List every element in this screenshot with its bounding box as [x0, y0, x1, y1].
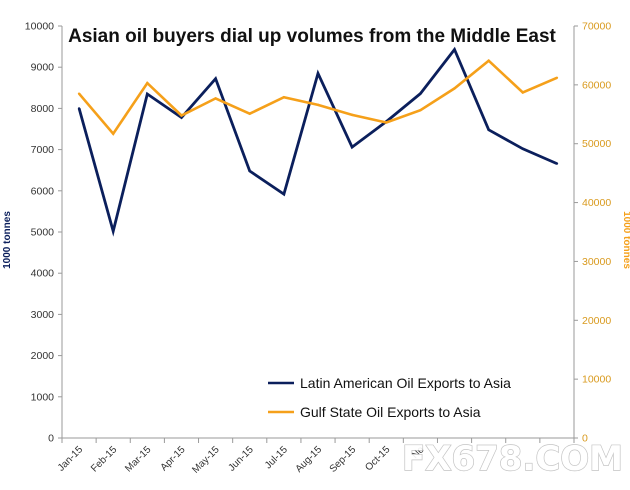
latin-american-point	[453, 48, 456, 51]
latin-american-point	[214, 77, 217, 80]
left-tick-label: 4000	[31, 268, 55, 280]
left-tick-label: 9000	[31, 62, 55, 74]
right-axis-title: 1000 tonnes	[621, 211, 630, 269]
gulf-state-point	[419, 108, 422, 112]
latin-american-point	[282, 192, 286, 196]
left-tick-label: 6000	[31, 185, 55, 197]
latin-american-point	[521, 147, 524, 150]
gulf-state-point	[521, 91, 524, 94]
watermark: FX678.COM	[401, 438, 623, 479]
left-tick-label: 7000	[31, 144, 55, 156]
left-tick-label: 10000	[25, 21, 54, 33]
left-axis-title: 1000 tonnes	[2, 211, 13, 269]
left-tick-label: 8000	[31, 103, 55, 115]
gulf-state-point	[385, 121, 388, 124]
latin-american-point	[180, 116, 183, 119]
chart-title: Asian oil buyers dial up volumes from th…	[68, 26, 556, 47]
right-tick-label: 50000	[582, 138, 611, 150]
gulf-state-point	[282, 96, 286, 99]
gulf-state-point	[214, 97, 217, 100]
right-y-axis: 0 10000 20000 30000 40000 50000 60000 70000	[573, 21, 611, 445]
series-layer	[77, 46, 559, 237]
left-tick-label: 2000	[31, 350, 55, 362]
latin-american-point	[419, 92, 422, 95]
left-tick-label: 3000	[31, 309, 55, 321]
left-tick-label: 0	[48, 433, 54, 445]
left-tick-label: 5000	[31, 227, 55, 239]
gulf-state-point	[77, 92, 81, 95]
gulf-state-point	[112, 132, 115, 135]
latin-american-point	[555, 162, 559, 165]
legend-label-latin-american: Latin American Oil Exports to Asia	[300, 375, 511, 391]
watermark-text: FX678.COM	[402, 439, 623, 479]
gulf-state-point	[350, 113, 354, 117]
left-y-axis: 0 1000 2000 3000 4000 5000 6000 7000 8000 9000 100…	[25, 21, 63, 445]
gulf-state-point	[248, 112, 251, 115]
latin-american-point	[77, 107, 81, 110]
latin-american-point	[248, 169, 251, 173]
legend: Latin American Oil Exports to Asia Gulf …	[268, 375, 511, 420]
left-tick-label: 1000	[31, 391, 55, 403]
right-tick-label: 30000	[582, 256, 611, 268]
latin-american-point	[316, 72, 320, 75]
right-tick-label: 60000	[582, 79, 611, 91]
latin-american-point	[146, 92, 149, 96]
right-tick-label: 0	[582, 433, 588, 445]
latin-american-point	[112, 229, 115, 233]
gulf-state-point	[146, 81, 149, 85]
gulf-state-point	[316, 103, 320, 107]
latin-american-point	[487, 128, 490, 132]
legend-label-gulf-state: Gulf State Oil Exports to Asia	[300, 404, 481, 420]
gulf-state-point	[453, 87, 456, 90]
right-tick-label: 10000	[582, 374, 611, 386]
gulf-state-point	[487, 59, 490, 62]
right-tick-label: 20000	[582, 315, 611, 327]
latin-american-point	[350, 145, 354, 149]
right-tick-label: 40000	[582, 197, 611, 209]
gulf-state-point	[180, 114, 183, 117]
right-tick-label: 70000	[582, 21, 611, 33]
gulf-state-point	[555, 76, 559, 79]
